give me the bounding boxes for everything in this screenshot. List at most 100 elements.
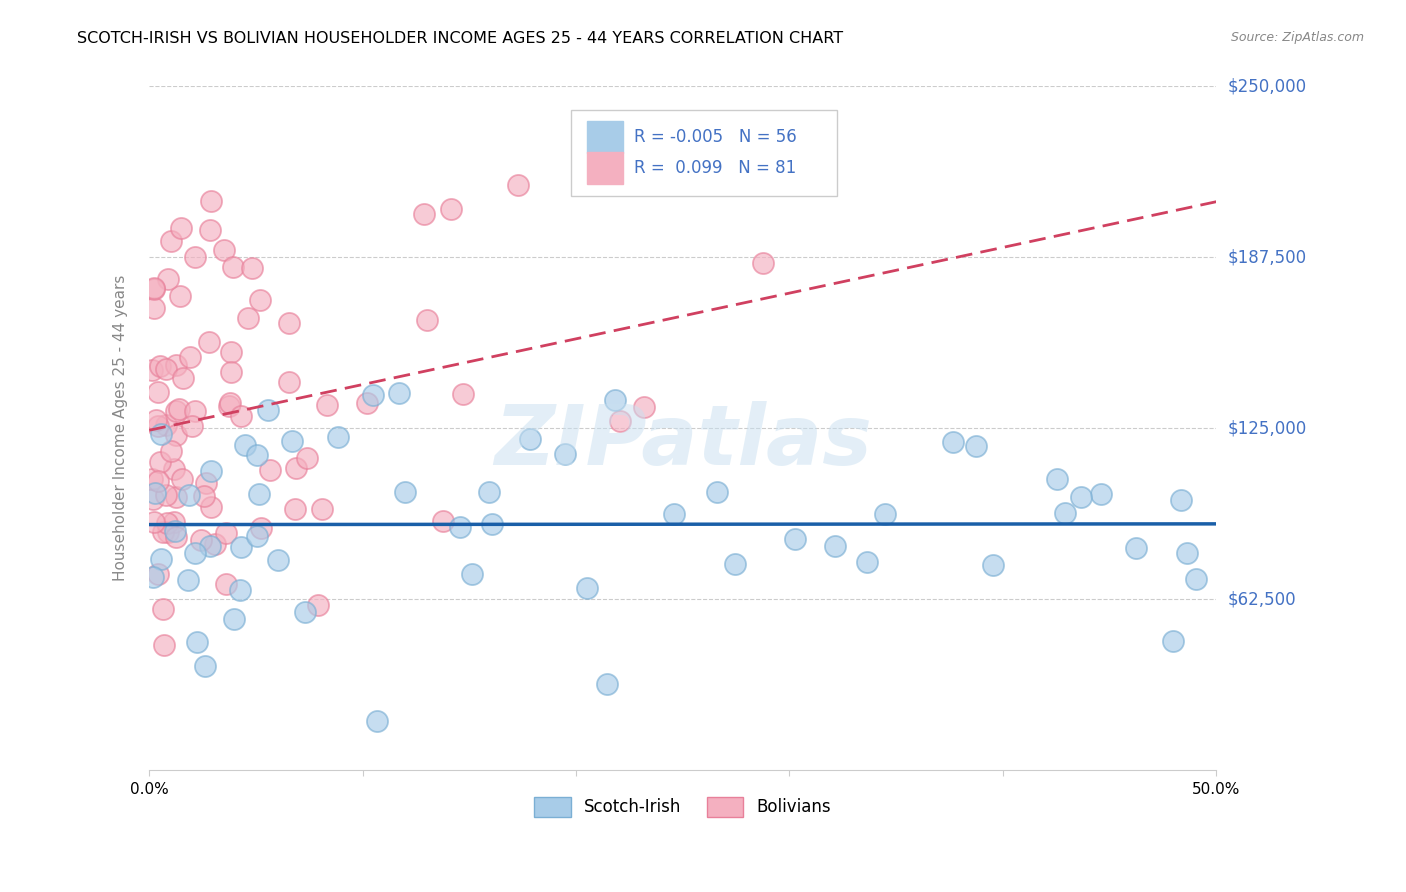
FancyBboxPatch shape xyxy=(571,111,838,196)
Point xyxy=(1046,472,1069,486)
Point xyxy=(284,461,307,475)
Point xyxy=(179,350,201,364)
Point xyxy=(238,311,260,326)
Point xyxy=(169,289,191,303)
Point xyxy=(142,281,165,295)
Point xyxy=(508,178,530,193)
Point xyxy=(165,530,187,544)
Point xyxy=(1175,546,1198,560)
Point xyxy=(159,444,181,458)
Point xyxy=(942,434,965,449)
Point xyxy=(576,581,599,595)
Point xyxy=(181,419,204,434)
Point xyxy=(981,558,1004,572)
Point xyxy=(167,402,190,417)
Point xyxy=(706,484,728,499)
Point xyxy=(633,400,655,414)
Point xyxy=(149,455,172,469)
Text: SCOTCH-IRISH VS BOLIVIAN HOUSEHOLDER INCOME AGES 25 - 44 YEARS CORRELATION CHART: SCOTCH-IRISH VS BOLIVIAN HOUSEHOLDER INC… xyxy=(77,31,844,46)
Point xyxy=(1125,541,1147,555)
Point xyxy=(1070,490,1092,504)
Text: R = -0.005   N = 56: R = -0.005 N = 56 xyxy=(634,128,796,146)
Point xyxy=(311,501,333,516)
Point xyxy=(157,525,180,540)
Text: R =  0.099   N = 81: R = 0.099 N = 81 xyxy=(634,159,796,177)
Point xyxy=(416,312,439,326)
Point xyxy=(229,582,252,597)
Point xyxy=(212,244,235,258)
FancyBboxPatch shape xyxy=(586,121,623,153)
Point xyxy=(554,447,576,461)
Point xyxy=(875,507,897,521)
Point xyxy=(224,612,246,626)
Point xyxy=(195,475,218,490)
Point xyxy=(165,358,187,372)
Point xyxy=(461,567,484,582)
Point xyxy=(247,487,270,501)
Point xyxy=(156,272,179,286)
Text: $250,000: $250,000 xyxy=(1227,78,1306,95)
Text: ZIPatlas: ZIPatlas xyxy=(494,401,872,483)
Point xyxy=(297,451,319,466)
Point xyxy=(155,362,177,376)
Point xyxy=(165,404,187,418)
Point xyxy=(149,359,172,373)
Point xyxy=(200,500,222,514)
Point xyxy=(145,412,167,426)
Point xyxy=(198,334,221,349)
Point xyxy=(481,517,503,532)
Point xyxy=(142,492,165,507)
Point xyxy=(1090,487,1112,501)
Point xyxy=(326,429,349,443)
Point xyxy=(519,432,541,446)
Point xyxy=(156,516,179,530)
Point xyxy=(150,552,173,566)
Point xyxy=(141,472,163,486)
Point xyxy=(1170,492,1192,507)
Point xyxy=(316,398,339,412)
Point xyxy=(146,566,169,581)
Point xyxy=(165,490,187,504)
Point xyxy=(240,261,263,276)
FancyBboxPatch shape xyxy=(586,152,623,184)
Point xyxy=(143,282,166,296)
Point xyxy=(294,605,316,619)
Point xyxy=(278,375,301,389)
Point xyxy=(229,540,252,554)
Point xyxy=(605,392,627,407)
Point xyxy=(177,573,200,587)
Point xyxy=(1054,506,1077,520)
Point xyxy=(219,396,242,410)
Point xyxy=(160,235,183,249)
Point xyxy=(783,532,806,546)
Point xyxy=(184,404,207,418)
Point xyxy=(280,434,302,449)
Point xyxy=(194,658,217,673)
Point xyxy=(662,507,685,521)
Point xyxy=(440,202,463,217)
Point xyxy=(412,207,434,221)
Point xyxy=(307,598,329,612)
Point xyxy=(478,484,501,499)
Point xyxy=(233,438,256,452)
Point xyxy=(449,520,471,534)
Legend: Scotch-Irish, Bolivians: Scotch-Irish, Bolivians xyxy=(527,790,838,823)
Point xyxy=(356,396,378,410)
Point xyxy=(222,260,245,275)
Point xyxy=(249,293,271,307)
Point xyxy=(146,419,169,434)
Point xyxy=(259,462,281,476)
Point xyxy=(432,515,454,529)
Point xyxy=(142,570,165,584)
Point xyxy=(596,677,619,691)
Point xyxy=(249,520,271,534)
Point xyxy=(146,474,169,488)
Point xyxy=(278,316,301,330)
Point xyxy=(215,526,238,541)
Text: $62,500: $62,500 xyxy=(1227,591,1296,608)
Point xyxy=(163,524,186,538)
Point xyxy=(165,428,187,442)
Point xyxy=(246,448,269,462)
Point xyxy=(366,714,388,728)
Point xyxy=(155,417,177,432)
